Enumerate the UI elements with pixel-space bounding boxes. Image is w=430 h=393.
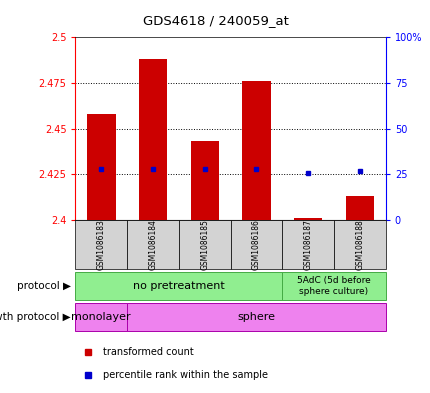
Text: GDS4618 / 240059_at: GDS4618 / 240059_at xyxy=(142,14,288,27)
Text: GSM1086186: GSM1086186 xyxy=(252,219,260,270)
Text: GSM1086185: GSM1086185 xyxy=(200,219,209,270)
Text: protocol ▶: protocol ▶ xyxy=(17,281,71,291)
Text: monolayer: monolayer xyxy=(71,312,131,322)
Text: GSM1086183: GSM1086183 xyxy=(97,219,105,270)
Bar xyxy=(282,220,333,269)
Bar xyxy=(190,141,218,220)
Bar xyxy=(127,220,178,269)
Bar xyxy=(87,114,115,220)
Bar xyxy=(178,220,230,269)
Text: GSM1086188: GSM1086188 xyxy=(355,219,363,270)
Text: sphere: sphere xyxy=(237,312,275,322)
Bar xyxy=(138,59,167,220)
Text: GSM1086187: GSM1086187 xyxy=(303,219,312,270)
Bar xyxy=(75,220,127,269)
Text: 5AdC (5d before
sphere culture): 5AdC (5d before sphere culture) xyxy=(296,276,370,296)
Bar xyxy=(75,303,127,332)
Bar xyxy=(75,272,282,300)
Bar xyxy=(230,220,282,269)
Text: percentile rank within the sample: percentile rank within the sample xyxy=(103,370,268,380)
Bar xyxy=(242,81,270,220)
Bar xyxy=(293,218,322,220)
Bar xyxy=(333,220,385,269)
Text: GSM1086184: GSM1086184 xyxy=(148,219,157,270)
Bar xyxy=(282,272,385,300)
Text: growth protocol ▶: growth protocol ▶ xyxy=(0,312,71,322)
Text: transformed count: transformed count xyxy=(103,347,194,357)
Bar xyxy=(345,196,373,220)
Bar xyxy=(127,303,385,332)
Text: no pretreatment: no pretreatment xyxy=(133,281,224,291)
